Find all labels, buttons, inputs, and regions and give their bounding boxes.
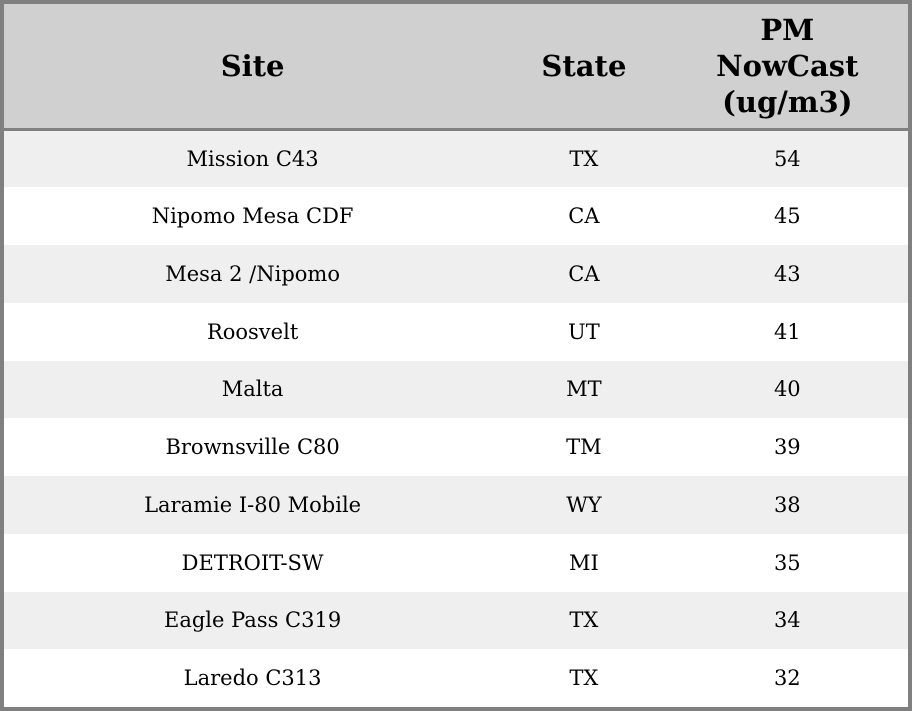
header-row: Site State PM NowCast (ug/m3) xyxy=(4,4,908,131)
table-row: Roosvelt UT 41 xyxy=(4,302,908,361)
pm-nowcast-data-grid: Site State PM NowCast (ug/m3) Mission C4… xyxy=(4,4,908,707)
table-row: Eagle Pass C319 TX 34 xyxy=(4,591,908,650)
site-cell: Laredo C313 xyxy=(183,666,322,691)
state-cell: WY xyxy=(566,492,602,517)
column-header-site: Site xyxy=(4,4,502,131)
table-body: Mission C43 TX 54 Nipomo Mesa CDF CA 45 … xyxy=(4,129,908,707)
state-cell: CA xyxy=(568,261,600,286)
site-cell: Mission C43 xyxy=(186,147,319,172)
state-cell: CA xyxy=(568,204,600,229)
pm-nowcast-cell: 41 xyxy=(773,319,801,344)
pm-nowcast-cell: 43 xyxy=(773,261,801,286)
site-cell: Malta xyxy=(221,377,284,402)
pm-nowcast-cell: 45 xyxy=(773,204,801,229)
table-header: Site State PM NowCast (ug/m3) xyxy=(4,4,908,131)
table-row: Malta MT 40 xyxy=(4,360,908,419)
state-cell: TX xyxy=(569,608,599,633)
state-cell: UT xyxy=(568,319,600,344)
pm-nowcast-cell: 32 xyxy=(773,666,801,691)
table-row: Mesa 2 /Nipomo CA 43 xyxy=(4,245,908,303)
table-row: Brownsville C80 TM 39 xyxy=(4,418,908,476)
pm-nowcast-cell: 40 xyxy=(773,377,801,402)
column-header-state: State xyxy=(501,4,667,131)
table-row: Laramie I-80 Mobile WY 38 xyxy=(4,476,908,534)
site-cell: Mesa 2 /Nipomo xyxy=(165,261,340,286)
pm-nowcast-cell: 54 xyxy=(773,147,801,172)
state-cell: TX xyxy=(569,666,599,691)
table-row: Laredo C313 TX 32 xyxy=(4,649,908,707)
site-cell: Roosvelt xyxy=(206,319,299,344)
site-cell: Laramie I-80 Mobile xyxy=(144,492,362,517)
pm-nowcast-cell: 39 xyxy=(773,435,801,460)
state-cell: TM xyxy=(566,435,602,460)
site-cell: Brownsville C80 xyxy=(165,435,340,460)
state-cell: MT xyxy=(566,377,602,402)
column-header-pm-nowcast: PM NowCast (ug/m3) xyxy=(666,4,908,131)
table-row: Mission C43 TX 54 xyxy=(4,129,908,188)
pm-nowcast-cell: 35 xyxy=(773,550,801,575)
table-row: Nipomo Mesa CDF CA 45 xyxy=(4,187,908,245)
state-cell: MI xyxy=(569,550,599,575)
table-row: DETROIT-SW MI 35 xyxy=(4,533,908,592)
pm-nowcast-cell: 38 xyxy=(773,492,801,517)
site-cell: Eagle Pass C319 xyxy=(164,608,342,633)
pm-nowcast-cell: 34 xyxy=(773,608,801,633)
site-cell: Nipomo Mesa CDF xyxy=(151,204,354,229)
state-cell: TX xyxy=(569,147,599,172)
site-cell: DETROIT-SW xyxy=(181,550,324,575)
